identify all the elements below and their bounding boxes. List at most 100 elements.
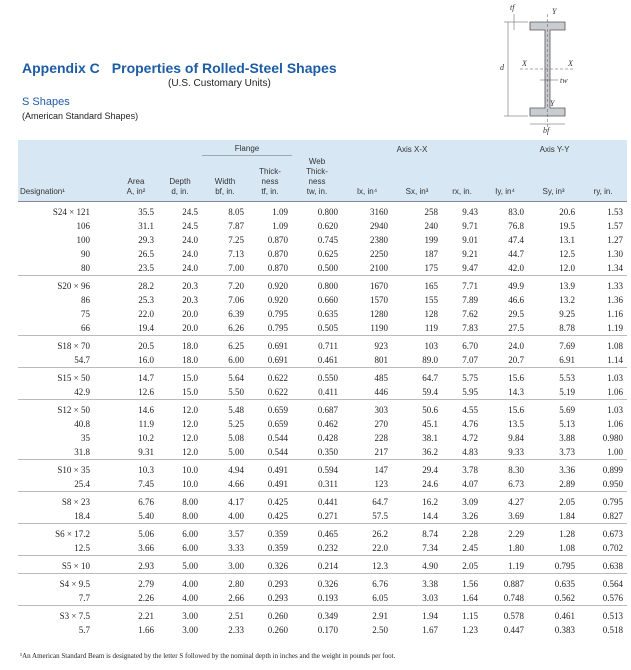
- cell: 6.00: [182, 542, 198, 553]
- cell: 3160: [342, 200, 392, 219]
- cell: 1.19: [607, 322, 624, 333]
- cell: 8.00: [182, 510, 198, 521]
- cell: 0.920: [248, 274, 292, 293]
- column-header-line: Sy, in³: [542, 186, 565, 196]
- cell: 24.5: [182, 220, 198, 231]
- cell: 0.411: [318, 386, 338, 397]
- cell: 1.84: [559, 510, 576, 521]
- cell: 1.09: [248, 200, 292, 219]
- table-row: S15 × 50 14.7 15.0 5.64 0.622 0.550 485 64.7 5.7…: [18, 366, 628, 385]
- cell: 19.5: [559, 220, 576, 231]
- cell: 23.5: [138, 262, 154, 273]
- cell: 7.62: [462, 308, 479, 319]
- cell: 20.0: [182, 308, 198, 319]
- cell: 103: [392, 334, 442, 353]
- cell: 0.870: [267, 248, 288, 259]
- cell: 7.13: [228, 248, 244, 259]
- designation: 25.4: [74, 478, 90, 489]
- column-header-line: Area: [127, 176, 145, 186]
- cell: 20.3: [158, 274, 202, 293]
- cell: 45.1: [422, 418, 438, 429]
- cell: 0.578: [482, 604, 529, 623]
- table-row: S5 × 10 2.93 5.00 3.00 0.326 0.214 12.3 4.90 2.0…: [18, 554, 628, 573]
- cell: 1.00: [607, 446, 624, 457]
- cell: 1570: [370, 294, 388, 305]
- designation: S3 × 7.5: [18, 604, 114, 623]
- cell: 16.0: [138, 354, 154, 365]
- cell: 4.83: [462, 446, 479, 457]
- cell: 3.78: [442, 458, 483, 477]
- cell: 165: [392, 274, 442, 293]
- cell: 0.260: [248, 604, 292, 623]
- cell: 4.07: [462, 478, 479, 489]
- cell: 0.795: [267, 308, 288, 319]
- designation: S8 × 23: [18, 490, 114, 509]
- cell: 0.800: [292, 200, 342, 219]
- cell: 0.827: [602, 510, 624, 521]
- cell: 0.562: [554, 592, 576, 603]
- cell: 0.461: [317, 354, 338, 365]
- cell: 3.69: [508, 510, 525, 521]
- cell: 0.232: [317, 542, 338, 553]
- cell: 485: [342, 366, 392, 385]
- tf-label: tf: [510, 3, 516, 12]
- cell: 24.5: [158, 200, 202, 219]
- column-header-line: tw, in.: [306, 186, 328, 196]
- cell: 24.0: [182, 234, 198, 245]
- cell: 6.73: [508, 478, 525, 489]
- table-body: S24 × 121 35.5 24.5 8.05 1.09 0.800 3160 258 9.4…: [18, 200, 628, 637]
- header-row: Flange Axis X-X Axis Y-Y: [18, 140, 628, 156]
- column-header-line: Web: [308, 156, 326, 166]
- cell: 28.2: [114, 274, 158, 293]
- designation: S20 × 96: [18, 274, 114, 293]
- cell: 0.359: [248, 522, 292, 541]
- cell: 89.0: [422, 354, 438, 365]
- cell: 1.64: [462, 592, 479, 603]
- cell: 0.425: [267, 510, 288, 521]
- column-header: Width bf, in.: [202, 155, 248, 202]
- column-header-line: tf, in.: [261, 186, 279, 196]
- designation: 42.9: [74, 386, 90, 397]
- designation: 106: [76, 220, 91, 231]
- cell: 4.76: [462, 418, 479, 429]
- column-header: rx, in.: [442, 155, 483, 202]
- cell: 0.214: [292, 554, 342, 573]
- cell: 12.5: [559, 248, 576, 259]
- table-row: 18.4 5.40 8.00 4.00 0.425 0.271 57.5 14.4 3.26 3.…: [18, 509, 627, 524]
- cell: 1.16: [607, 308, 624, 319]
- cell: 303: [342, 398, 392, 417]
- cell: 0.635: [528, 572, 580, 591]
- designation: 86: [81, 294, 90, 305]
- cell: 1.14: [607, 354, 624, 365]
- cell: 0.500: [317, 262, 338, 273]
- cell: 15.6: [482, 398, 529, 417]
- cell: 3.73: [559, 446, 576, 457]
- subtitle: (U.S. Customary Units): [168, 78, 271, 89]
- cell: 13.2: [559, 294, 576, 305]
- cell: 3.09: [442, 490, 483, 509]
- cell: 47.4: [508, 234, 525, 245]
- cell: 5.75: [442, 366, 483, 385]
- cell: 3.88: [559, 432, 576, 443]
- column-header-line: Iy, in⁴: [495, 186, 515, 196]
- cell: 15.0: [158, 366, 202, 385]
- cell: 5.50: [228, 386, 244, 397]
- cell: 12.0: [182, 418, 198, 429]
- cell: 1.57: [607, 220, 624, 231]
- cell: 0.349: [292, 604, 342, 623]
- cell: 14.7: [114, 366, 158, 385]
- cell: 6.76: [114, 490, 158, 509]
- section: S Shapes: [22, 96, 70, 108]
- cell: 9.33: [508, 446, 525, 457]
- cell: 5.19: [559, 386, 576, 397]
- cell: 0.359: [267, 542, 288, 553]
- table-row: 7.7 2.26 4.00 2.66 0.293 0.193 6.05 3.03 1.64 0.7…: [18, 591, 627, 606]
- table-row: 35 10.2 12.0 5.08 0.544 0.428 228 38.1 4.72 9.84 3…: [18, 431, 627, 445]
- cell: 0.795: [267, 322, 288, 333]
- beam-diagram: tf Y d X X tw Y bf: [500, 3, 575, 135]
- table-row: S4 × 9.5 2.79 4.00 2.80 0.293 0.326 6.76 3.38 1.…: [18, 572, 628, 591]
- cell: 46.6: [508, 294, 525, 305]
- cell: 38.1: [422, 432, 438, 443]
- cell: 923: [342, 334, 392, 353]
- cell: 4.17: [202, 490, 248, 509]
